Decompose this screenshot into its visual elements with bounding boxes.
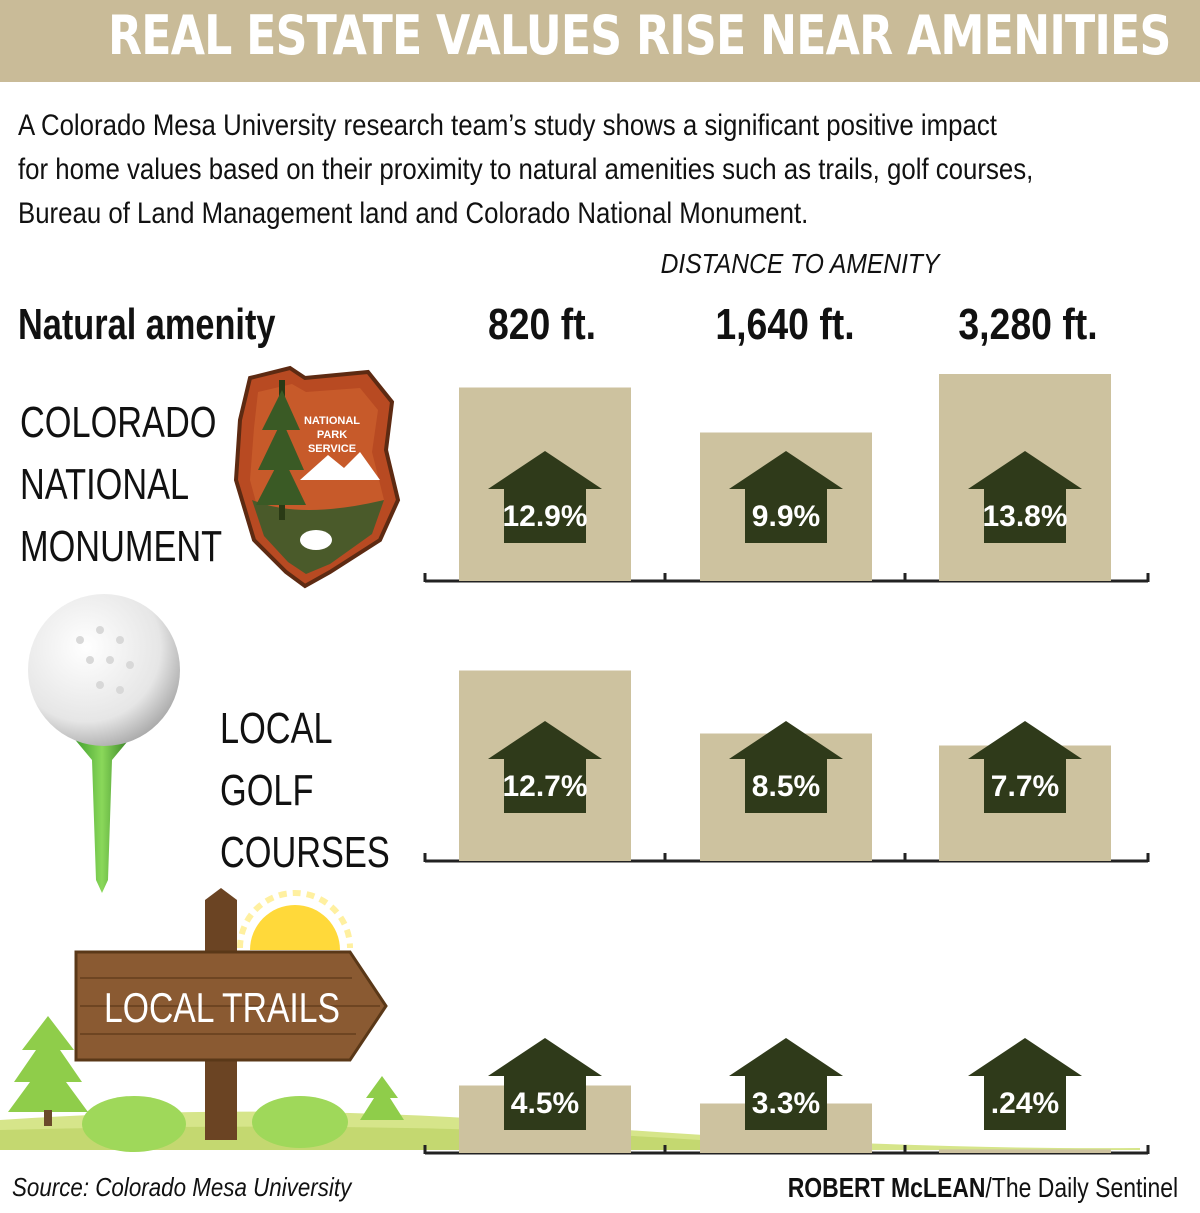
sun-icon xyxy=(237,890,353,950)
row-label-line: GOLF xyxy=(220,766,314,815)
trail-sign-icon: LOCAL TRAILS xyxy=(74,950,388,1062)
data-label: 9.9% xyxy=(752,500,820,533)
house-arrow-icon xyxy=(488,451,602,543)
column-header-1640ft: 1,640 ft. xyxy=(715,300,855,349)
data-label: .24% xyxy=(991,1087,1059,1120)
house-arrow-icon xyxy=(729,1038,843,1130)
intro-line: A Colorado Mesa University research team… xyxy=(18,109,997,142)
credit-line: ROBERT McLEAN/The Daily Sentinel xyxy=(788,1172,1178,1204)
bars-layer: 12.9% 9.9% 13.8% 12.7% 8.5% 7.7% 4.5% 3.3% .24% xyxy=(423,374,1150,1155)
credit-name: ROBERT McLEAN xyxy=(787,1172,986,1203)
row-label-colorado-national-monument: COLORADO NATIONAL MONUMENT xyxy=(20,392,222,578)
nps-label: NATIONAL xyxy=(304,415,360,427)
column-header-820ft: 820 ft. xyxy=(487,300,597,349)
nps-label: PARK xyxy=(317,429,347,441)
bar xyxy=(939,1149,1111,1153)
data-label: 8.5% xyxy=(752,770,820,803)
house-arrow-icon xyxy=(488,721,602,813)
pine-tree-icon xyxy=(360,1076,404,1120)
house-arrow-icon xyxy=(729,721,843,813)
data-label: 4.5% xyxy=(511,1087,579,1120)
house-arrow-icon xyxy=(968,1038,1082,1130)
house-arrow-icon xyxy=(729,451,843,543)
golf-ball-on-tee-icon xyxy=(28,594,180,893)
intro-line: for home values based on their proximity… xyxy=(18,153,1034,186)
row-label-line: COURSES xyxy=(220,828,390,877)
source-note: Source: Colorado Mesa University xyxy=(12,1172,352,1202)
house-arrow-icon xyxy=(968,721,1082,813)
data-label: 7.7% xyxy=(991,770,1059,803)
house-arrow-icon xyxy=(968,451,1082,543)
national-park-service-arrowhead-icon: NATIONAL PARK SERVICE xyxy=(233,365,401,589)
x-axis-title: DISTANCE TO AMENITY xyxy=(660,248,940,279)
data-label: 3.3% xyxy=(752,1087,820,1120)
row-header: Natural amenity xyxy=(18,300,276,349)
data-label: 12.9% xyxy=(502,500,587,533)
row-label-local-golf-courses: LOCAL GOLF COURSES xyxy=(220,698,390,884)
pine-tree-icon xyxy=(8,1016,88,1126)
row-label-line: MONUMENT xyxy=(20,522,223,571)
column-header-3280ft: 3,280 ft. xyxy=(958,300,1098,349)
page-title: REAL ESTATE VALUES RISE NEAR AMENITIES xyxy=(108,4,1171,67)
nps-label: SERVICE xyxy=(308,443,356,455)
data-label: 12.7% xyxy=(502,770,587,803)
data-label: 13.8% xyxy=(982,500,1067,533)
title-banner: REAL ESTATE VALUES RISE NEAR AMENITIES xyxy=(0,0,1200,82)
intro-paragraph: A Colorado Mesa University research team… xyxy=(18,104,1050,236)
trail-sign-label: LOCAL TRAILS xyxy=(104,984,340,1031)
house-arrow-icon xyxy=(488,1038,602,1130)
row-label-line: COLORADO xyxy=(20,398,217,447)
credit-outlet: /The Daily Sentinel xyxy=(985,1172,1178,1203)
row-label-line: NATIONAL xyxy=(20,460,190,509)
row-label-line: LOCAL xyxy=(220,704,333,753)
intro-line: Bureau of Land Management land and Color… xyxy=(18,197,809,230)
